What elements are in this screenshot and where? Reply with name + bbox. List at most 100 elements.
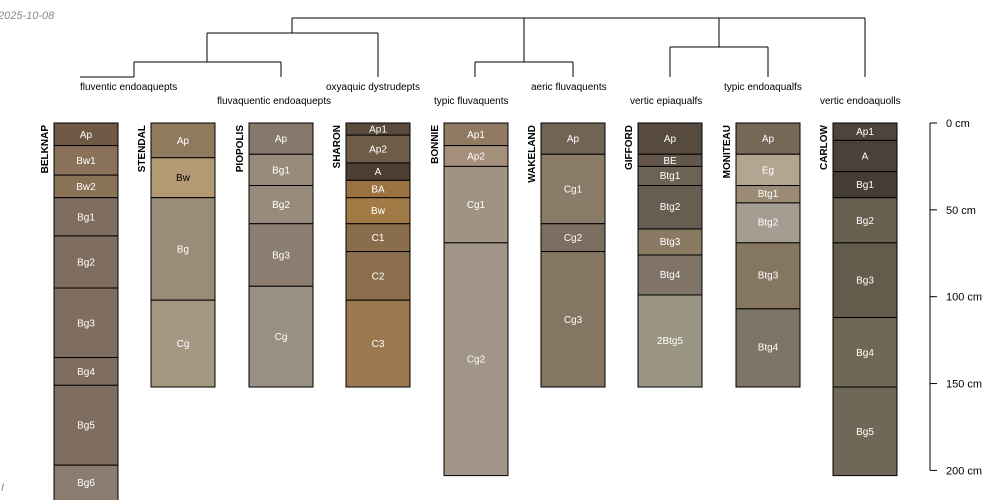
profile-name: MONITEAU xyxy=(722,125,733,178)
horizon-label: Ap xyxy=(80,130,93,141)
horizon-bg1 xyxy=(53,197,119,237)
horizon-cg2 xyxy=(443,242,509,477)
taxon-label: aeric fluvaquents xyxy=(531,82,607,93)
profile-name: WAKELAND xyxy=(527,125,538,183)
taxon-label: typic endoaqualfs xyxy=(724,82,802,93)
horizon-bg4 xyxy=(53,356,119,386)
horizon-label: Bg4 xyxy=(77,367,95,378)
horizon-label: Ap1 xyxy=(856,127,874,138)
horizon-bg2 xyxy=(53,235,119,289)
profile-gifford: Ap BE Btg1 Btg2 Btg3 Btg4 2Btg5 GIFFORD xyxy=(624,122,703,388)
profile-stendal: Ap Bw Bg Cg STENDAL xyxy=(137,122,216,388)
footer-mark: I xyxy=(1,482,4,494)
horizon-label: Cg1 xyxy=(564,185,583,196)
axis-tick-label: 100 cm xyxy=(946,292,982,304)
profile-name: BONNIE xyxy=(430,125,441,164)
horizon-bw xyxy=(345,197,411,225)
horizon-label: Bg1 xyxy=(856,180,874,191)
profile-wakeland: Ap Cg1 Cg2 Cg3 WAKELAND xyxy=(527,122,606,388)
profile-carlow: Ap1 A Bg1 Bg2 Bg3 Bg4 Bg5 CARLOW xyxy=(819,122,898,477)
horizon-label: Bg5 xyxy=(856,427,874,438)
horizon-label: Cg1 xyxy=(467,200,486,211)
taxon-label: oxyaquic dystrudepts xyxy=(326,82,420,93)
horizon-bg3 xyxy=(248,223,314,287)
taxon-label: fluventic endoaquepts xyxy=(80,82,177,93)
horizon-label: Bg1 xyxy=(272,165,290,176)
horizon-label: A xyxy=(862,152,869,163)
horizon-ap xyxy=(248,122,314,155)
profile-bonnie: Ap1 Ap2 Cg1 Cg2 BONNIE xyxy=(430,122,509,477)
horizon-label: Bw xyxy=(371,206,386,217)
horizon-bg6 xyxy=(53,464,119,500)
horizon-label: C1 xyxy=(372,233,385,244)
horizon-btg2 xyxy=(735,202,801,244)
horizon-label: BE xyxy=(663,156,677,167)
taxon-label: vertic epiaqualfs xyxy=(630,96,702,107)
horizon-label: Ap xyxy=(177,136,190,147)
horizon-bg3 xyxy=(832,242,898,319)
horizon-label: Cg2 xyxy=(564,233,583,244)
horizon-btg3 xyxy=(735,242,801,310)
date-stamp: 2025-10-08 xyxy=(0,10,55,22)
horizon-label: Bg4 xyxy=(856,348,874,359)
horizon-label: Cg3 xyxy=(564,315,583,326)
horizon-label: Bg3 xyxy=(77,318,95,329)
horizon-bg5 xyxy=(832,386,898,477)
horizon-label: Btg3 xyxy=(758,271,779,282)
horizon-label: Bg3 xyxy=(272,251,290,262)
horizon-label: Bg xyxy=(177,244,189,255)
profile-name: SHARON xyxy=(332,125,343,168)
horizon-cg1 xyxy=(540,153,606,225)
horizon-label: Ap xyxy=(567,134,580,145)
horizon-label: Cg xyxy=(177,339,190,350)
taxonomic-dendrogram xyxy=(80,17,866,78)
taxon-label: vertic endoaquolls xyxy=(820,96,901,107)
horizon-label: C3 xyxy=(372,339,385,350)
taxon-labels: fluventic endoaquepts fluvaquentic endoaq… xyxy=(80,82,901,107)
horizon-label: A xyxy=(375,167,382,178)
horizon-label: Ap2 xyxy=(467,152,485,163)
horizon-c3 xyxy=(345,299,411,388)
horizon-label: Ap xyxy=(762,134,775,145)
horizon-eg xyxy=(735,153,801,187)
horizon-label: Bg1 xyxy=(77,212,95,223)
horizon-label: Bg2 xyxy=(272,200,290,211)
horizon-label: Btg4 xyxy=(758,343,779,354)
soil-profiles: Ap Bw1 Bw2 Bg1 Bg2 Bg3 Bg4 Bg5 Bg6 BELKNAP Ap Bw Bg C… xyxy=(40,122,898,500)
profile-piopolis: Ap Bg1 Bg2 Bg3 Cg PIOPOLIS xyxy=(235,122,314,388)
horizon-label: Ap xyxy=(664,134,677,145)
horizon-label: Bw xyxy=(176,173,191,184)
horizon-btg3 xyxy=(637,228,703,256)
horizon-2btg5 xyxy=(637,294,703,388)
horizon-label: Btg2 xyxy=(660,202,681,213)
profile-name: PIOPOLIS xyxy=(235,125,246,173)
horizon-cg2 xyxy=(540,223,606,253)
horizon-label: Ap2 xyxy=(369,145,387,156)
horizon-label: Btg1 xyxy=(758,189,779,200)
horizon-label: Ap xyxy=(275,134,288,145)
horizon-bg5 xyxy=(53,384,119,466)
horizon-cg xyxy=(248,285,314,388)
axis-tick-label: 150 cm xyxy=(946,379,982,391)
horizon-label: Bg5 xyxy=(77,421,95,432)
horizon-label: Bg2 xyxy=(77,257,95,268)
horizon-bw xyxy=(150,157,216,199)
horizon-bg1 xyxy=(832,171,898,199)
horizon-label: BA xyxy=(371,185,385,196)
horizon-label: Bg3 xyxy=(856,276,874,287)
meta-annotations: 2025-10-08 I xyxy=(0,10,55,494)
horizon-label: Ap1 xyxy=(467,130,485,141)
horizon-bg1 xyxy=(248,153,314,187)
horizon-label: Btg4 xyxy=(660,270,681,281)
depth-axis: 0 cm 50 cm 100 cm 150 cm 200 cm xyxy=(929,118,982,477)
profile-name: CARLOW xyxy=(819,124,830,170)
axis-tick-label: 200 cm xyxy=(946,465,982,477)
horizon-cg xyxy=(150,299,216,388)
horizon-btg2 xyxy=(637,185,703,230)
profile-name: BELKNAP xyxy=(40,125,51,174)
profile-belknap: Ap Bw1 Bw2 Bg1 Bg2 Bg3 Bg4 Bg5 Bg6 BELKNAP xyxy=(40,122,119,500)
horizon-label: Ap1 xyxy=(369,125,387,136)
horizon-label: Cg2 xyxy=(467,355,486,366)
axis-tick-label: 0 cm xyxy=(946,118,970,130)
profile-name: STENDAL xyxy=(137,125,148,172)
